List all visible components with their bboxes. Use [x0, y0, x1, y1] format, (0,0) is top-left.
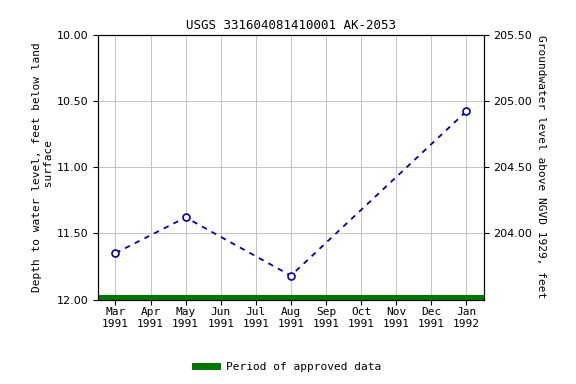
- Y-axis label: Groundwater level above NGVD 1929, feet: Groundwater level above NGVD 1929, feet: [536, 35, 546, 299]
- Y-axis label: Depth to water level, feet below land
 surface: Depth to water level, feet below land su…: [32, 42, 54, 292]
- Title: USGS 331604081410001 AK-2053: USGS 331604081410001 AK-2053: [186, 19, 396, 32]
- Legend: Period of approved data: Period of approved data: [191, 358, 385, 377]
